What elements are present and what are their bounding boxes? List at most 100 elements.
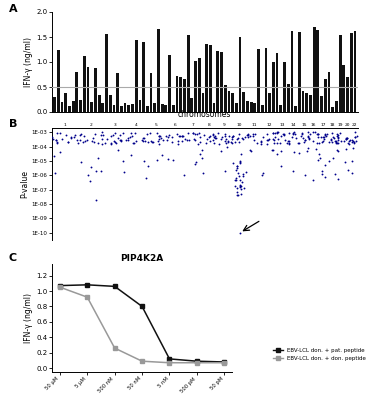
- Y-axis label: P-value: P-value: [20, 170, 29, 198]
- Point: [131, 140, 137, 146]
- Point: [52, 170, 58, 176]
- EBV-LCL don. + pat. peptide: [222, 360, 227, 364]
- Point: [72, 132, 78, 138]
- Point: [210, 130, 215, 137]
- Point: [53, 137, 59, 144]
- Point: [148, 138, 154, 144]
- Point: [78, 131, 84, 138]
- Point: [238, 183, 244, 189]
- Point: [349, 158, 355, 164]
- Point: [284, 140, 290, 146]
- Point: [89, 137, 95, 144]
- Point: [290, 168, 296, 174]
- Bar: [328, 72, 330, 112]
- Bar: [127, 104, 130, 112]
- Point: [259, 137, 265, 144]
- Point: [306, 136, 312, 142]
- Point: [236, 139, 242, 145]
- Point: [259, 172, 265, 178]
- Point: [305, 132, 311, 139]
- Point: [156, 133, 162, 139]
- Point: [245, 131, 251, 138]
- Point: [75, 140, 81, 146]
- Bar: [313, 27, 315, 112]
- Point: [156, 136, 162, 142]
- Point: [118, 137, 124, 144]
- Point: [322, 132, 328, 138]
- Point: [149, 139, 155, 146]
- Point: [313, 146, 319, 152]
- Point: [321, 136, 327, 142]
- Bar: [187, 34, 190, 112]
- Point: [348, 137, 354, 143]
- Point: [141, 135, 147, 141]
- Point: [121, 130, 127, 136]
- Point: [300, 134, 306, 141]
- Point: [292, 129, 297, 136]
- Point: [154, 156, 160, 163]
- Point: [143, 175, 149, 181]
- Point: [165, 134, 170, 140]
- Point: [272, 130, 278, 136]
- Point: [243, 169, 249, 175]
- Point: [315, 131, 321, 137]
- Point: [197, 151, 203, 157]
- Point: [190, 130, 196, 136]
- Bar: [290, 31, 293, 112]
- Point: [123, 137, 129, 144]
- Point: [234, 185, 239, 192]
- Point: [69, 134, 75, 140]
- Point: [271, 137, 277, 144]
- Point: [234, 191, 240, 198]
- Point: [322, 130, 328, 137]
- Point: [286, 140, 292, 147]
- Point: [80, 139, 86, 145]
- Point: [354, 133, 359, 140]
- Bar: [57, 50, 60, 112]
- Point: [120, 158, 126, 164]
- Bar: [335, 101, 338, 112]
- Bar: [235, 103, 238, 112]
- EBV-LCL don. + don. peptide: [194, 360, 199, 365]
- Point: [310, 177, 316, 183]
- Bar: [213, 103, 215, 112]
- Bar: [287, 84, 290, 112]
- Point: [246, 147, 252, 153]
- Point: [238, 182, 244, 188]
- Point: [147, 130, 153, 136]
- Point: [238, 191, 244, 197]
- Point: [315, 156, 321, 163]
- Point: [174, 131, 180, 137]
- Bar: [209, 44, 212, 112]
- Point: [57, 149, 63, 155]
- Point: [239, 135, 245, 141]
- Point: [237, 159, 243, 165]
- Point: [307, 131, 313, 138]
- Point: [338, 138, 344, 145]
- Point: [234, 163, 240, 169]
- Point: [118, 138, 124, 144]
- Bar: [98, 94, 100, 112]
- Point: [244, 132, 250, 138]
- Point: [125, 136, 131, 143]
- Bar: [306, 93, 308, 112]
- Bar: [320, 96, 323, 112]
- Point: [216, 140, 222, 147]
- Point: [179, 138, 185, 144]
- Point: [269, 147, 275, 154]
- Point: [320, 168, 325, 174]
- Point: [344, 136, 349, 142]
- Point: [302, 137, 308, 144]
- Point: [90, 134, 96, 141]
- Point: [332, 138, 338, 144]
- Point: [245, 133, 251, 140]
- Point: [230, 140, 235, 146]
- Point: [82, 138, 88, 144]
- Point: [237, 177, 243, 184]
- Bar: [83, 56, 86, 112]
- Point: [299, 130, 305, 136]
- EBV-LCL don. + pat. peptide: [140, 304, 144, 309]
- Point: [234, 165, 240, 171]
- Point: [233, 177, 239, 183]
- Point: [232, 183, 238, 189]
